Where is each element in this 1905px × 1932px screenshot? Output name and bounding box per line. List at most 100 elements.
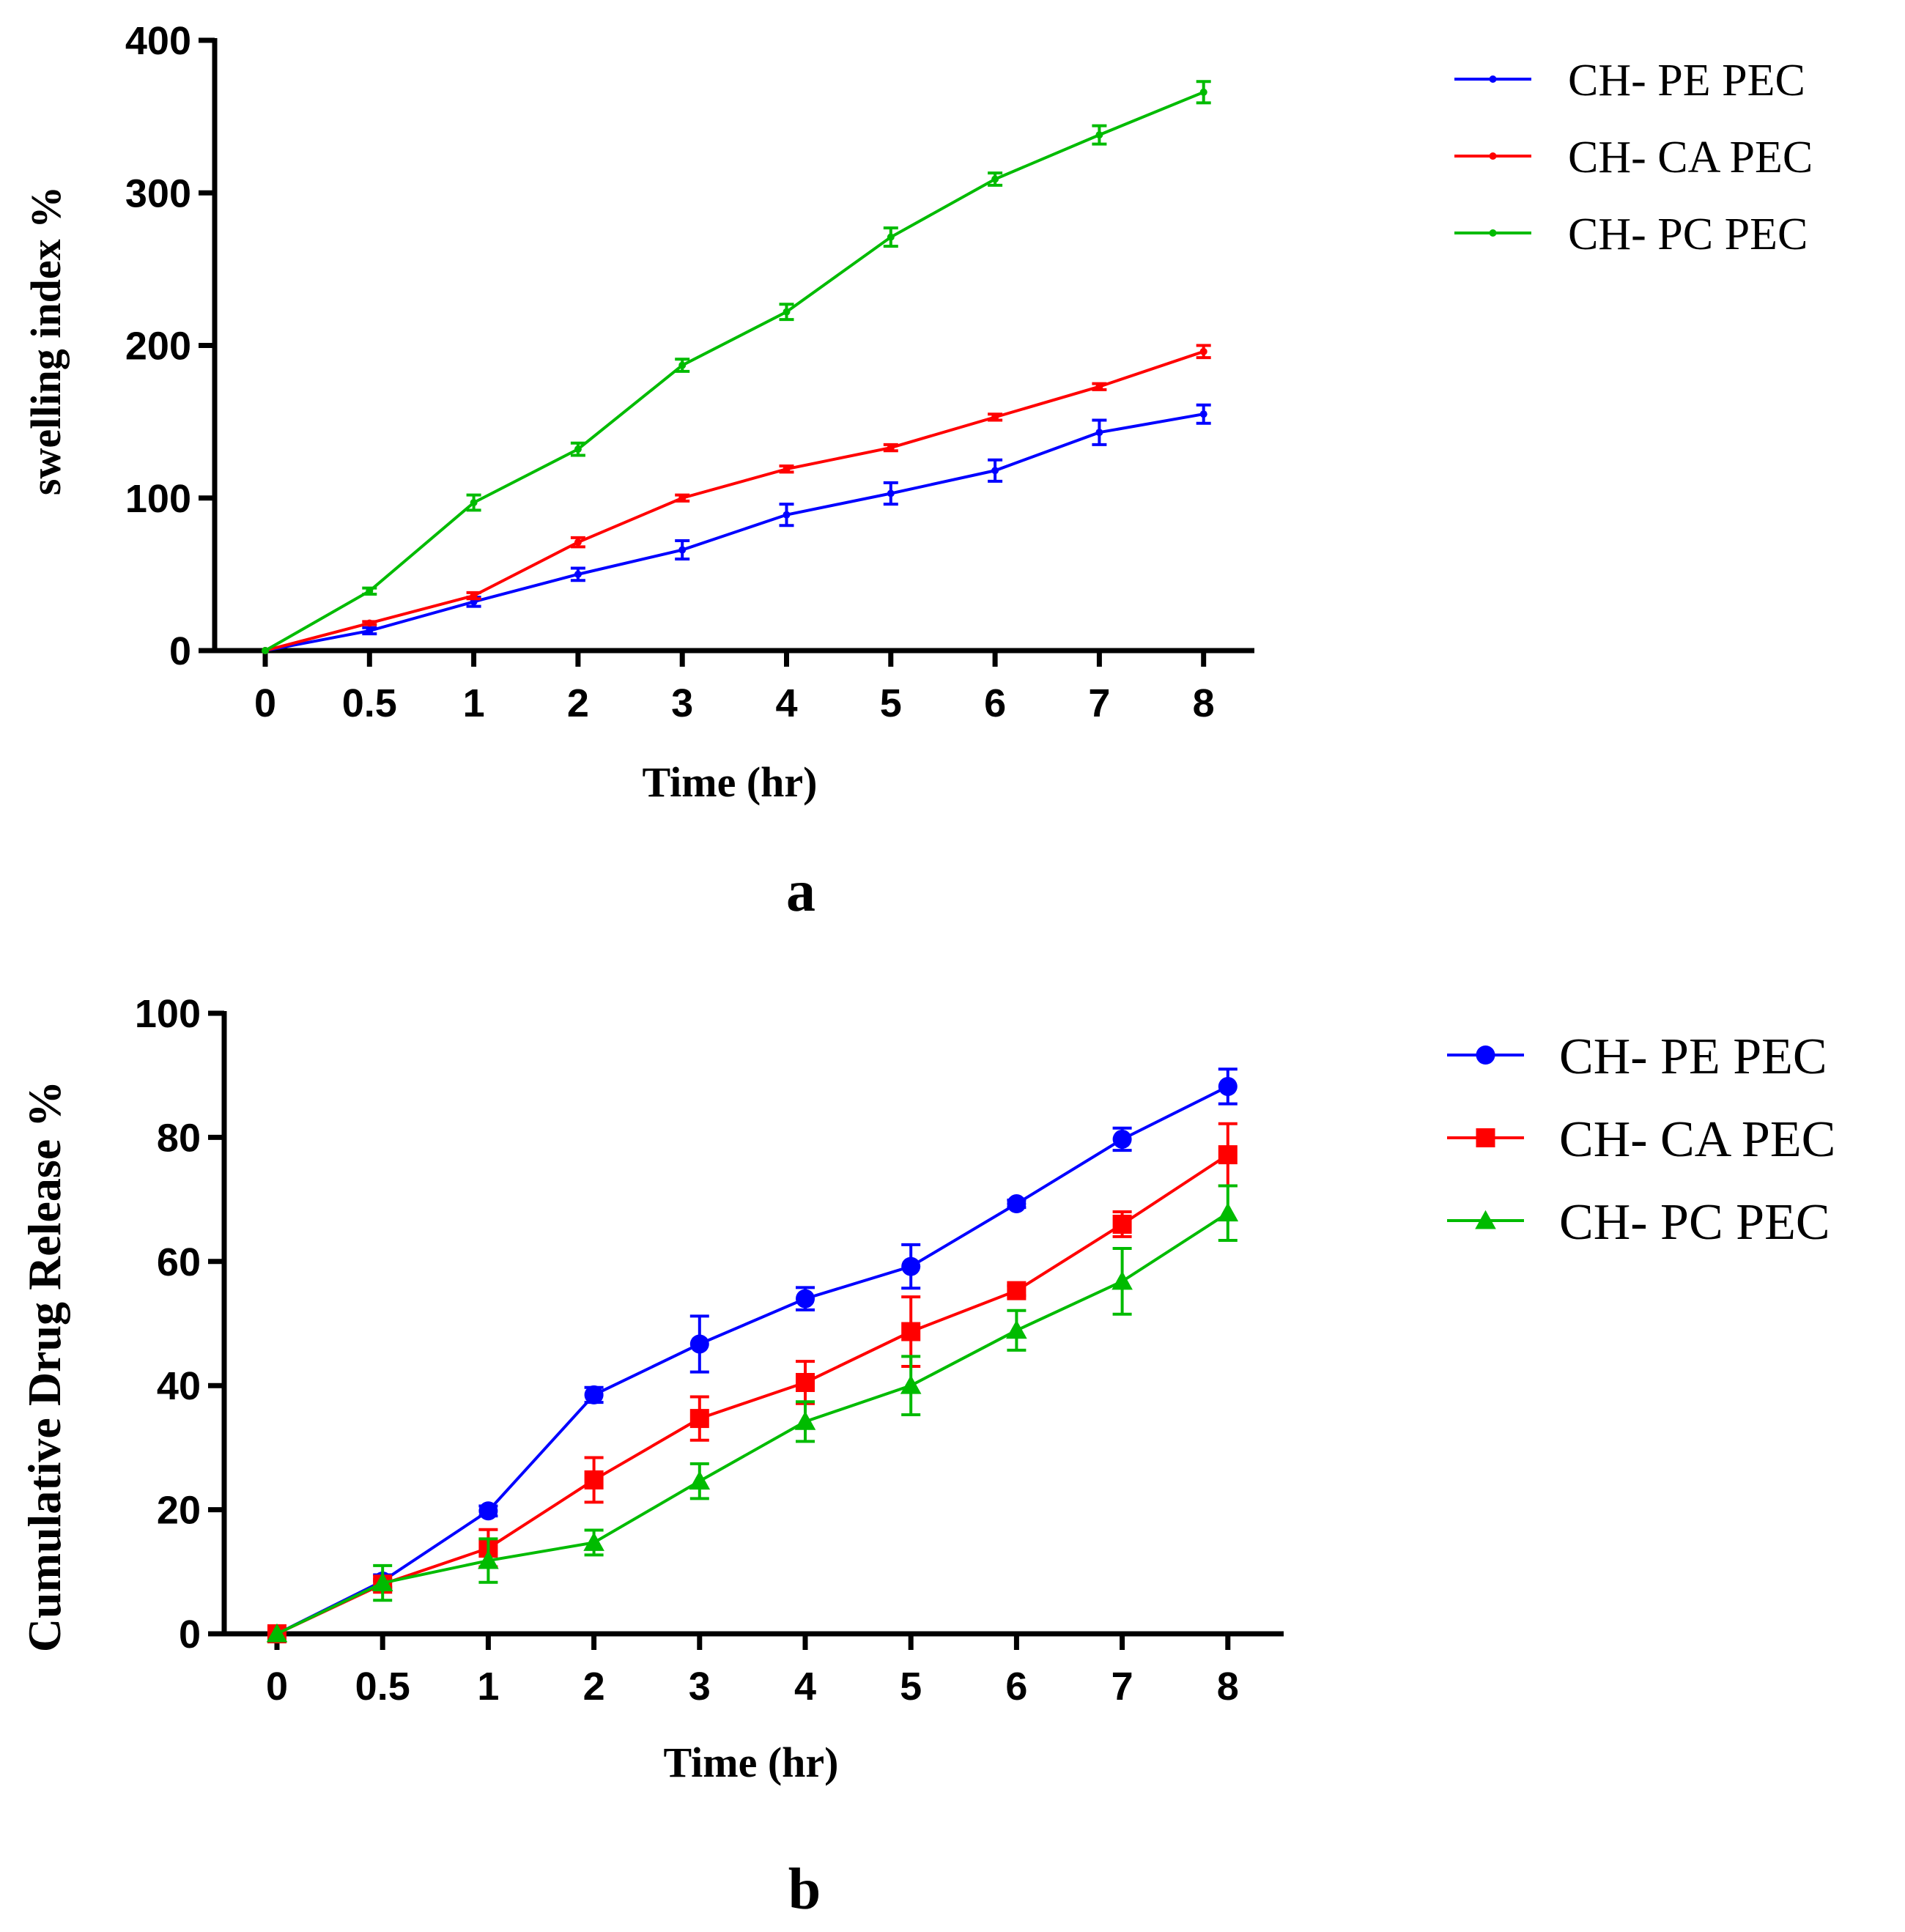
data-point <box>887 444 895 452</box>
data-point <box>470 592 478 600</box>
data-point <box>583 1532 604 1551</box>
series-line <box>276 1085 1229 1635</box>
data-point <box>262 647 269 654</box>
data-point <box>1095 131 1103 139</box>
legend-swatch-marker <box>1489 152 1497 160</box>
data-point <box>689 1409 709 1429</box>
data-point <box>478 1501 498 1521</box>
data-point <box>1199 347 1207 355</box>
x-tick-label: 8 <box>1217 1665 1239 1709</box>
data-point <box>574 445 582 454</box>
y-tick-label: 100 <box>135 992 201 1036</box>
x-tick-label: 4 <box>794 1665 816 1709</box>
legend-label: CH- PC PEC <box>1559 1194 1830 1251</box>
series-3 <box>266 1184 1239 1643</box>
data-point <box>1112 1129 1132 1149</box>
x-tick-label: 2 <box>567 681 589 725</box>
data-point <box>470 498 478 506</box>
data-point <box>1199 88 1207 96</box>
data-point <box>1095 382 1103 391</box>
x-tick-label: 3 <box>671 681 693 725</box>
legend-swatch-marker <box>1476 1045 1495 1065</box>
data-point <box>366 587 374 595</box>
legend-label: CH- CA PEC <box>1559 1111 1835 1168</box>
data-point <box>478 1550 499 1569</box>
panel-a-label: a <box>786 859 815 924</box>
data-point <box>678 494 687 502</box>
data-point <box>1111 1270 1133 1290</box>
legend-swatch-marker <box>1489 229 1497 237</box>
data-point <box>796 1372 815 1392</box>
x-tick-label: 8 <box>1193 681 1215 725</box>
data-point <box>794 1411 816 1430</box>
panel-a-legend: CH- PE PEC CH- CA PEC CH- PC PEC <box>1454 56 1813 259</box>
data-point <box>783 511 791 519</box>
x-tick-label: 0 <box>254 681 276 725</box>
data-point <box>1007 1194 1027 1214</box>
panel-b-ylabel: Cumulative Drug Release % <box>18 1081 70 1652</box>
series-line <box>265 412 1205 652</box>
panel-b-label: b <box>788 1857 821 1922</box>
x-tick-label: 2 <box>583 1665 605 1709</box>
legend-label: CH- PE PEC <box>1559 1029 1827 1085</box>
series-line <box>276 1212 1229 1635</box>
panel-a-xlabel: Time (hr) <box>643 758 818 806</box>
x-tick-label: 6 <box>1005 1665 1027 1709</box>
y-tick-label: 80 <box>157 1116 201 1160</box>
panel-b-plot: 0 20 40 60 80 100 0 0.5 1 2 3 4 5 6 7 8 <box>135 992 1284 1709</box>
data-point <box>887 233 895 241</box>
x-tick-label: 7 <box>1111 1665 1133 1709</box>
data-point <box>783 465 791 473</box>
data-point <box>1006 1320 1027 1339</box>
data-point <box>266 1623 288 1643</box>
series-line <box>265 349 1205 652</box>
x-tick-label: 5 <box>880 681 902 725</box>
x-tick-label: 1 <box>463 681 485 725</box>
data-point <box>366 619 374 627</box>
panel-b: Cumulative Drug Release % Time (hr) b 0 2… <box>18 992 1835 1922</box>
data-point <box>1217 1202 1239 1222</box>
series-line <box>276 1153 1229 1635</box>
x-tick-label: 0 <box>266 1665 288 1709</box>
x-tick-label: 6 <box>984 681 1006 725</box>
legend-label: CH- CA PEC <box>1568 133 1813 182</box>
data-point <box>678 361 687 369</box>
panel-a-ylabel: swelling index % <box>22 186 70 495</box>
series-2 <box>267 1122 1238 1643</box>
legend-label: CH- PE PEC <box>1568 56 1805 106</box>
series-1 <box>267 1067 1238 1643</box>
data-point <box>901 1322 921 1341</box>
data-point <box>574 570 582 578</box>
data-point <box>1218 1145 1238 1165</box>
data-point <box>584 1470 604 1489</box>
x-tick-label: 7 <box>1088 681 1110 725</box>
y-tick-label: 100 <box>125 477 191 521</box>
data-point <box>678 546 687 554</box>
data-point <box>574 538 582 547</box>
data-point <box>1095 429 1103 437</box>
y-tick-label: 40 <box>157 1364 201 1408</box>
series-1 <box>262 403 1211 654</box>
data-point <box>991 175 999 183</box>
y-tick-label: 200 <box>125 325 191 369</box>
data-point <box>689 1334 709 1354</box>
data-point <box>900 1374 922 1394</box>
data-point <box>366 626 374 634</box>
data-point <box>1218 1076 1238 1096</box>
x-tick-label: 0.5 <box>342 681 397 725</box>
x-tick-label: 4 <box>775 681 797 725</box>
series-2 <box>262 344 1211 654</box>
data-point <box>901 1256 921 1276</box>
panel-a: swelling index % Time (hr) a 0 100 200 300 4… <box>22 19 1813 924</box>
data-point <box>991 413 999 421</box>
x-tick-label: 3 <box>689 1665 711 1709</box>
x-tick-label: 0.5 <box>355 1665 410 1709</box>
data-point <box>1199 410 1207 418</box>
panel-b-legend: CH- PE PEC CH- CA PEC CH- PC PEC <box>1447 1029 1835 1251</box>
legend-label: CH- PC PEC <box>1568 210 1808 259</box>
panel-b-xlabel: Time (hr) <box>664 1739 839 1786</box>
y-tick-label: 400 <box>125 19 191 63</box>
legend-swatch-marker <box>1476 1128 1495 1147</box>
x-tick-label: 1 <box>477 1665 499 1709</box>
